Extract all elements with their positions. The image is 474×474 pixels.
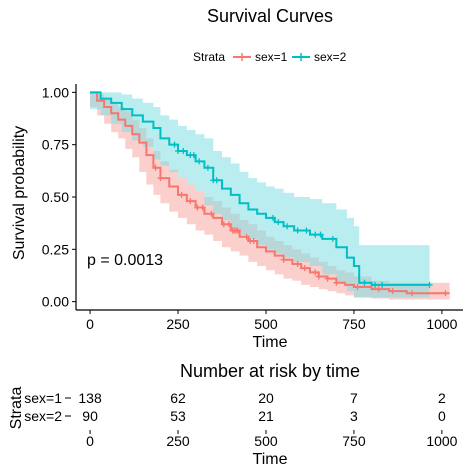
censor-mark-sex-2	[180, 147, 187, 154]
censor-mark-sex-2	[426, 281, 433, 288]
censor-mark-sex-2	[275, 219, 282, 226]
censor-mark-sex-1	[442, 290, 449, 297]
risk-x-tick-label: 250	[166, 433, 190, 449]
censor-mark-sex-1	[208, 210, 215, 217]
y-tick-label: 0.25	[42, 241, 69, 257]
legend-key-sex-2	[292, 53, 310, 61]
x-tick-label: 0	[86, 316, 94, 332]
legend-key-sex-1	[233, 53, 251, 61]
censor-mark-sex-1	[243, 233, 250, 240]
survival-line-sex-2	[90, 91, 430, 286]
x-tick-label: 500	[254, 316, 278, 332]
censor-mark-sex-1	[389, 288, 396, 295]
legend: Strata sex=1 sex=2	[193, 50, 347, 64]
risk-x-tick-label: 1000	[426, 433, 457, 449]
risk-cell: 62	[170, 390, 186, 406]
censor-mark-sex-1	[234, 227, 241, 234]
y-tick-label: 0.50	[42, 189, 69, 205]
censor-mark-sex-2	[190, 152, 197, 159]
censor-mark-sex-2	[329, 235, 336, 242]
legend-cross	[238, 53, 246, 61]
censor-mark-sex-1	[226, 221, 233, 228]
censor-mark-sex-1	[178, 191, 185, 198]
legend-label: sex=1	[255, 50, 288, 64]
censor-mark-sex-2	[196, 158, 203, 165]
censor-mark-sex-2	[204, 164, 211, 171]
censor-mark-sex-2	[270, 214, 277, 221]
censor-mark-sex-2	[312, 231, 319, 238]
censor-mark-sex-2	[303, 227, 310, 234]
censor-mark-sex-1	[408, 290, 415, 297]
censor-mark-sex-2	[379, 281, 386, 288]
risk-cell: 3	[350, 408, 358, 424]
censor-mark-sex-2	[284, 223, 291, 230]
risk-row-label: sex=1	[24, 390, 62, 406]
x-axis-title: Time	[253, 334, 288, 351]
risk-x-tick-label: 750	[342, 433, 366, 449]
risk-x-tick-label: 0	[86, 433, 94, 449]
risk-cell: 53	[170, 408, 186, 424]
censor-mark-sex-1	[354, 283, 361, 290]
censor-mark-sex-1	[157, 175, 164, 182]
legend-cross	[297, 53, 305, 61]
chart-title: Survival Curves	[207, 6, 333, 26]
censor-mark-sex-1	[250, 237, 257, 244]
censor-mark-sex-1	[220, 221, 227, 228]
y-tick-label: 0.00	[42, 294, 69, 310]
risk-cell: 20	[258, 390, 274, 406]
y-axis-title: Survival probability	[11, 126, 28, 260]
censor-mark-sex-1	[187, 198, 194, 205]
risk-table-x-title: Time	[253, 451, 288, 468]
survival-line-sex-1	[90, 91, 450, 295]
censor-mark-sex-1	[301, 265, 308, 272]
censor-mark-sex-1	[312, 269, 319, 276]
plot-panel: 0.00 0.25 0.50 0.75 1.00 0 250 500 750 1000	[42, 84, 463, 332]
censor-mark-sex-1	[315, 273, 322, 280]
censor-mark-sex-1	[199, 204, 206, 211]
censor-mark-sex-2	[213, 177, 220, 184]
censor-mark-sex-1	[280, 256, 287, 263]
censor-mark-sex-2	[294, 227, 301, 234]
p-value-annotation: p = 0.0013	[87, 252, 163, 269]
censor-mark-sex-1	[294, 260, 301, 267]
censor-mark-sex-1	[194, 204, 201, 211]
censor-mark-sex-2	[361, 279, 368, 286]
legend-label: sex=2	[314, 50, 347, 64]
y-tick-label: 0.75	[42, 137, 69, 153]
y-tick-label: 1.00	[42, 84, 69, 100]
risk-cell: 138	[78, 390, 102, 406]
censor-mark-sex-2	[171, 141, 178, 148]
censor-mark-sex-1	[375, 286, 382, 293]
censor-mark-sex-2	[317, 231, 324, 238]
x-tick-label: 250	[166, 316, 190, 332]
censor-mark-sex-2	[372, 281, 379, 288]
risk-cell: 21	[258, 408, 274, 424]
x-tick-label: 1000	[426, 316, 457, 332]
risk-row-label: sex=2	[24, 408, 62, 424]
legend-title: Strata	[193, 50, 225, 64]
risk-x-tick-label: 500	[254, 433, 278, 449]
censor-mark-sex-1	[324, 275, 331, 282]
censor-mark-sex-1	[152, 164, 159, 171]
x-tick-label: 750	[342, 316, 366, 332]
risk-table-y-title: Strata	[8, 387, 25, 430]
risk-cell: 2	[438, 390, 446, 406]
risk-table-title: Number at risk by time	[180, 361, 360, 381]
risk-cell: 90	[82, 408, 98, 424]
censor-mark-sex-1	[333, 279, 340, 286]
censor-mark-sex-2	[175, 147, 182, 154]
risk-cell: 7	[350, 390, 358, 406]
risk-cell: 0	[438, 408, 446, 424]
